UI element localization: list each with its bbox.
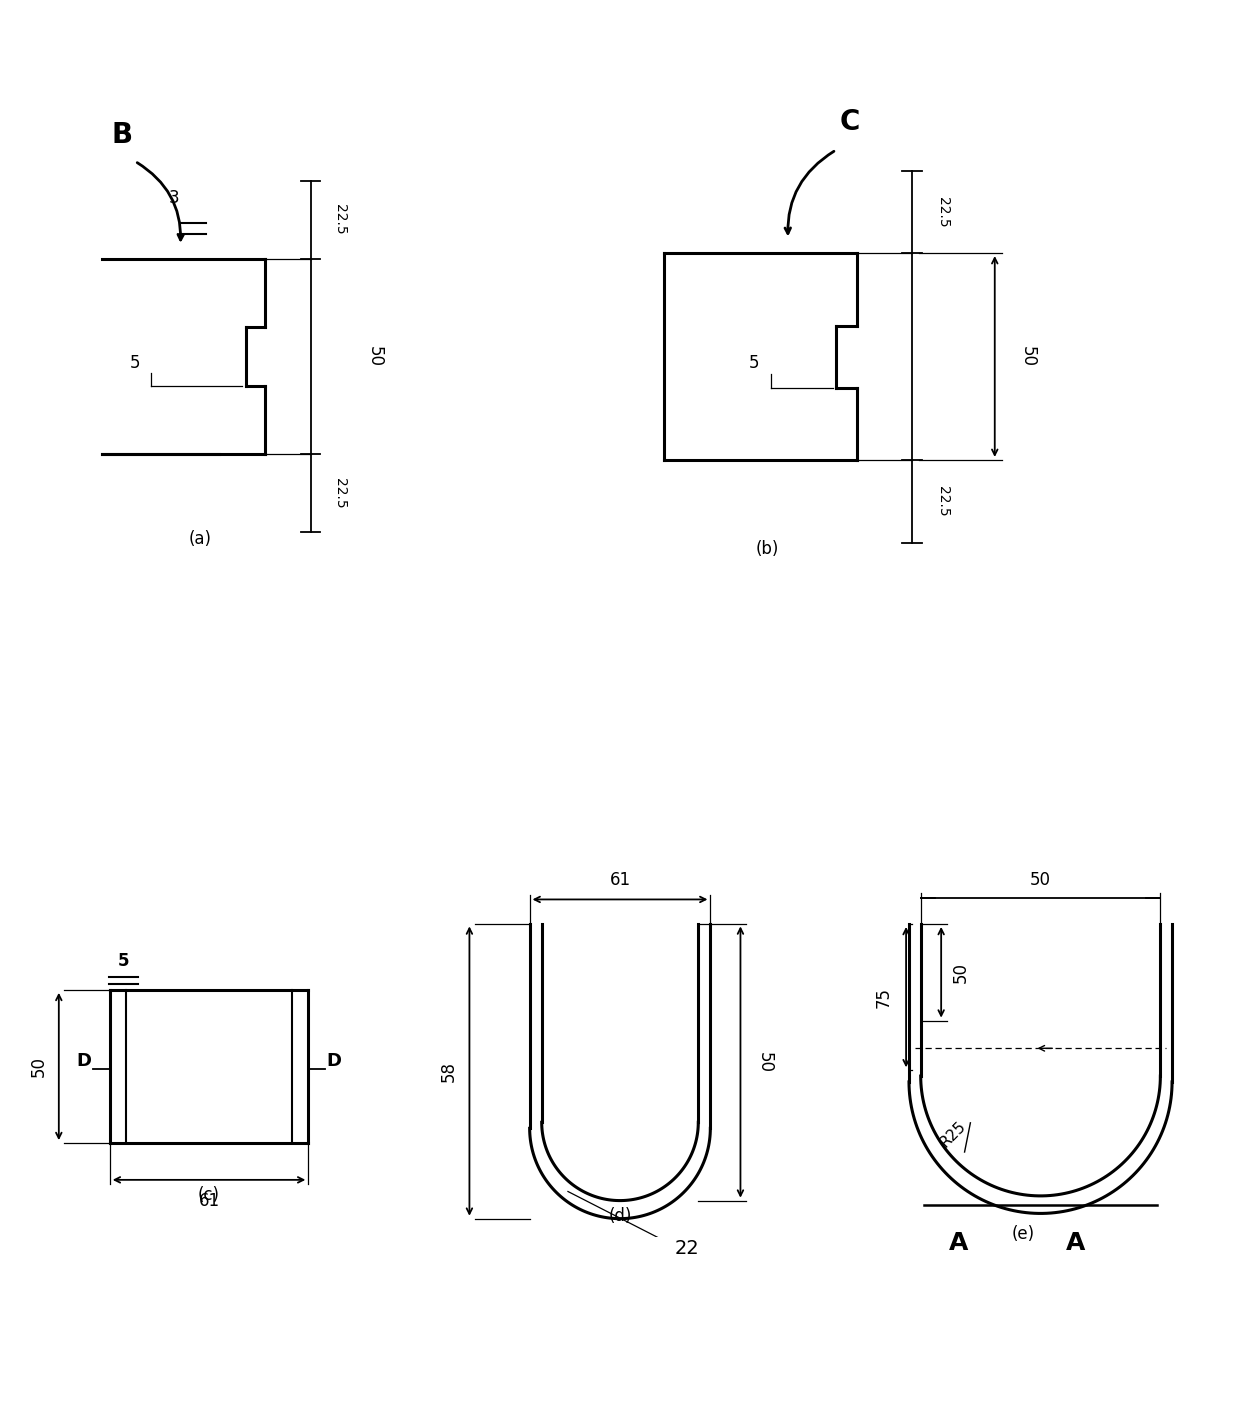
Text: A: A xyxy=(949,1231,968,1255)
Text: 22.5: 22.5 xyxy=(936,197,950,227)
Text: A: A xyxy=(1066,1231,1085,1255)
Text: 61: 61 xyxy=(198,1192,219,1211)
Text: 50: 50 xyxy=(30,1057,48,1077)
Text: 22.5: 22.5 xyxy=(936,486,950,516)
Text: 58: 58 xyxy=(439,1061,458,1081)
Text: C: C xyxy=(839,108,861,137)
Text: 50: 50 xyxy=(366,347,384,366)
Text: 50: 50 xyxy=(1019,347,1037,366)
Text: (e): (e) xyxy=(1012,1225,1034,1242)
Text: 50: 50 xyxy=(1030,871,1052,888)
Text: D: D xyxy=(77,1052,92,1070)
Text: (b): (b) xyxy=(755,540,779,559)
Text: B: B xyxy=(112,121,133,150)
Text: D: D xyxy=(326,1052,341,1070)
Text: 3: 3 xyxy=(169,188,180,207)
Text: 50: 50 xyxy=(951,961,970,983)
Text: R25: R25 xyxy=(937,1118,968,1151)
Text: 61: 61 xyxy=(609,871,631,888)
Text: 22.5: 22.5 xyxy=(334,478,347,509)
Text: 5: 5 xyxy=(749,355,759,372)
Text: 22: 22 xyxy=(675,1239,699,1258)
Text: (a): (a) xyxy=(188,530,212,548)
Text: 75: 75 xyxy=(875,987,893,1008)
Text: (c): (c) xyxy=(198,1186,219,1204)
Text: 50: 50 xyxy=(755,1051,774,1072)
Text: 22.5: 22.5 xyxy=(334,204,347,235)
Text: (d): (d) xyxy=(609,1206,631,1225)
Text: 5: 5 xyxy=(130,354,140,372)
Text: 5: 5 xyxy=(118,953,129,970)
